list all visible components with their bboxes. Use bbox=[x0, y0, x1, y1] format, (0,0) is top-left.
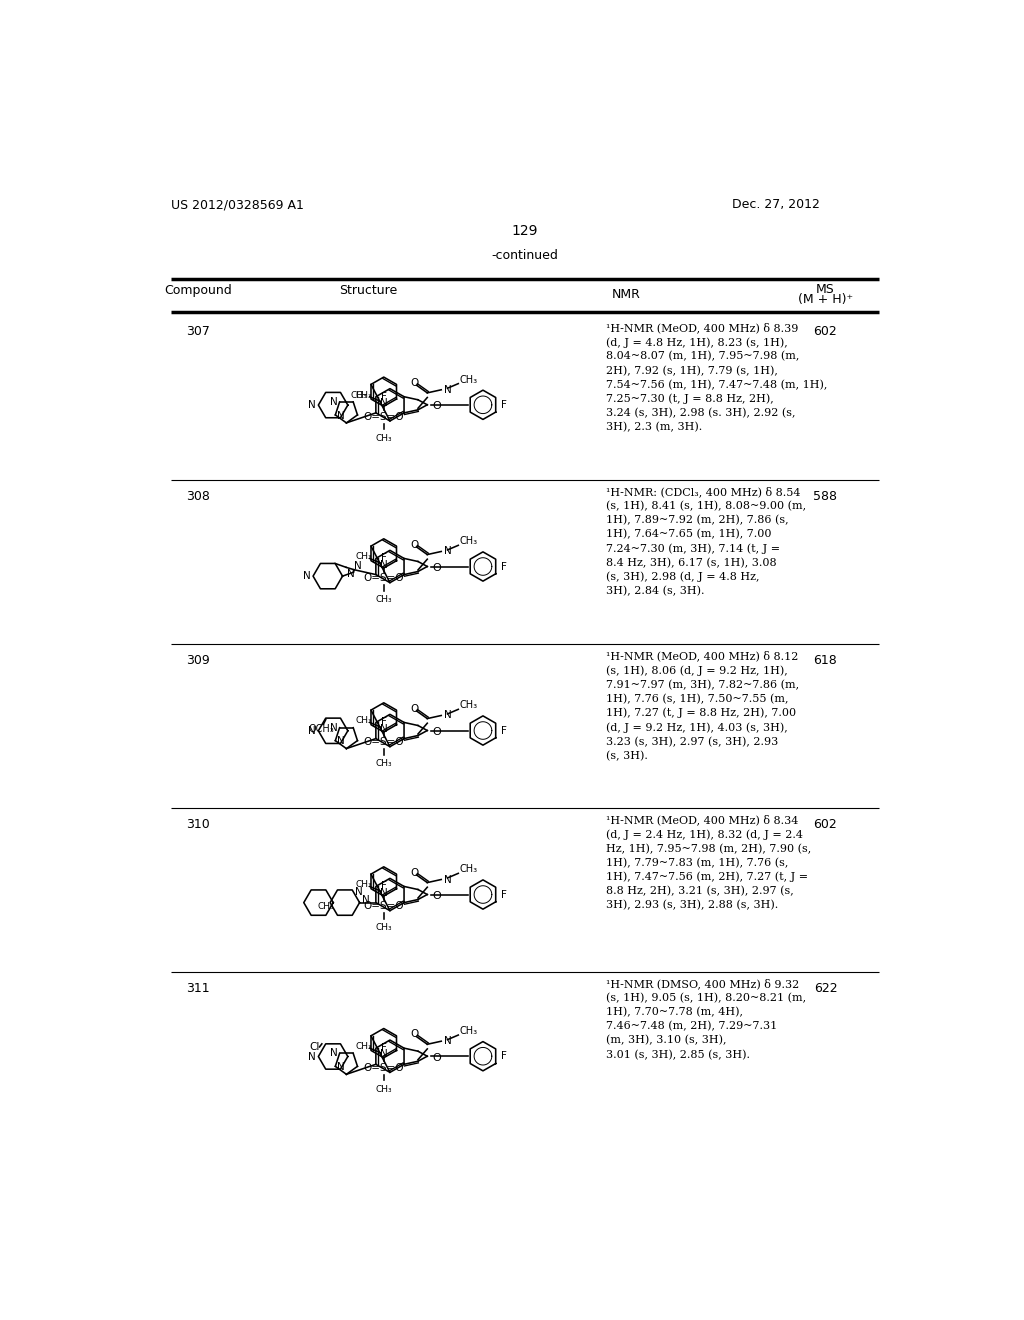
Text: N: N bbox=[380, 723, 387, 734]
Text: N: N bbox=[331, 1048, 338, 1059]
Text: CH₃: CH₃ bbox=[355, 391, 372, 400]
Text: 308: 308 bbox=[185, 490, 210, 503]
Text: N: N bbox=[308, 1052, 316, 1061]
Text: ¹H-NMR (MeOD, 400 MHz) δ 8.34
(d, J = 2.4 Hz, 1H), 8.32 (d, J = 2.4
Hz, 1H), 7.9: ¹H-NMR (MeOD, 400 MHz) δ 8.34 (d, J = 2.… bbox=[606, 814, 811, 911]
Text: CH₃: CH₃ bbox=[460, 536, 478, 546]
Text: F: F bbox=[501, 400, 507, 409]
Text: N: N bbox=[337, 411, 345, 421]
Text: O=S=O: O=S=O bbox=[364, 1063, 403, 1073]
Text: N: N bbox=[443, 1036, 452, 1047]
Text: N: N bbox=[331, 723, 338, 733]
Text: O: O bbox=[410, 867, 418, 878]
Text: N: N bbox=[347, 569, 354, 579]
Text: 618: 618 bbox=[814, 653, 838, 667]
Text: Structure: Structure bbox=[339, 284, 397, 297]
Text: N: N bbox=[354, 887, 362, 898]
Text: N: N bbox=[354, 561, 361, 570]
Text: N: N bbox=[380, 560, 387, 569]
Text: N: N bbox=[361, 895, 370, 906]
Text: N: N bbox=[380, 1049, 387, 1059]
Text: US 2012/0328569 A1: US 2012/0328569 A1 bbox=[171, 198, 303, 211]
Text: F: F bbox=[381, 392, 387, 401]
Text: N: N bbox=[380, 397, 387, 408]
Text: O=S=O: O=S=O bbox=[364, 573, 403, 583]
Text: O: O bbox=[432, 401, 440, 412]
Text: 622: 622 bbox=[814, 982, 838, 994]
Text: CH₃: CH₃ bbox=[355, 552, 372, 561]
Text: CH₃: CH₃ bbox=[355, 880, 372, 890]
Text: CH₃: CH₃ bbox=[460, 701, 478, 710]
Text: O: O bbox=[432, 727, 440, 737]
Text: 310: 310 bbox=[186, 817, 210, 830]
Text: Cl: Cl bbox=[309, 1041, 319, 1052]
Text: 129: 129 bbox=[512, 224, 538, 238]
Text: CH₃: CH₃ bbox=[350, 392, 367, 400]
Text: F: F bbox=[381, 1043, 387, 1053]
Text: F: F bbox=[501, 561, 507, 572]
Text: O: O bbox=[410, 704, 418, 714]
Text: ¹H-NMR (MeOD, 400 MHz) δ 8.12
(s, 1H), 8.06 (d, J = 9.2 Hz, 1H),
7.91~7.97 (m, 3: ¹H-NMR (MeOD, 400 MHz) δ 8.12 (s, 1H), 8… bbox=[606, 651, 800, 760]
Text: N: N bbox=[443, 546, 452, 557]
Text: N: N bbox=[331, 397, 338, 407]
Text: F: F bbox=[381, 718, 387, 727]
Text: 309: 309 bbox=[186, 653, 210, 667]
Text: 602: 602 bbox=[814, 817, 838, 830]
Text: 602: 602 bbox=[814, 326, 838, 338]
Text: N: N bbox=[380, 887, 387, 898]
Text: N: N bbox=[308, 400, 316, 411]
Text: O: O bbox=[410, 1030, 418, 1039]
Text: ¹H-NMR: (CDCl₃, 400 MHz) δ 8.54
(s, 1H), 8.41 (s, 1H), 8.08~9.00 (m,
1H), 7.89~7: ¹H-NMR: (CDCl₃, 400 MHz) δ 8.54 (s, 1H),… bbox=[606, 487, 806, 597]
Text: CH₃: CH₃ bbox=[460, 375, 478, 384]
Text: F: F bbox=[381, 882, 387, 891]
Text: (M + H)⁺: (M + H)⁺ bbox=[798, 293, 853, 306]
Text: O: O bbox=[410, 540, 418, 549]
Text: O: O bbox=[432, 564, 440, 573]
Text: F: F bbox=[381, 553, 387, 564]
Text: N: N bbox=[443, 385, 452, 395]
Text: ¹H-NMR (DMSO, 400 MHz) δ 9.32
(s, 1H), 9.05 (s, 1H), 8.20~8.21 (m,
1H), 7.70~7.7: ¹H-NMR (DMSO, 400 MHz) δ 9.32 (s, 1H), 9… bbox=[606, 978, 806, 1060]
Text: CH₃: CH₃ bbox=[355, 1041, 372, 1051]
Text: 588: 588 bbox=[813, 490, 838, 503]
Text: O=S=O: O=S=O bbox=[364, 902, 403, 911]
Text: CH₃: CH₃ bbox=[317, 902, 334, 911]
Text: N: N bbox=[337, 1063, 345, 1072]
Text: 311: 311 bbox=[186, 982, 210, 994]
Text: O=S=O: O=S=O bbox=[364, 412, 403, 421]
Text: CH₃: CH₃ bbox=[460, 1026, 478, 1036]
Text: ¹H-NMR (MeOD, 400 MHz) δ 8.39
(d, J = 4.8 Hz, 1H), 8.23 (s, 1H),
8.04~8.07 (m, 1: ¹H-NMR (MeOD, 400 MHz) δ 8.39 (d, J = 4.… bbox=[606, 322, 827, 433]
Text: N: N bbox=[308, 726, 316, 735]
Text: F: F bbox=[501, 1051, 507, 1061]
Text: -continued: -continued bbox=[492, 249, 558, 263]
Text: MS: MS bbox=[816, 284, 835, 296]
Text: CH₃: CH₃ bbox=[355, 717, 372, 726]
Text: Compound: Compound bbox=[164, 284, 231, 297]
Text: O: O bbox=[432, 891, 440, 902]
Text: CH₃: CH₃ bbox=[375, 1085, 392, 1094]
Text: OCH₃: OCH₃ bbox=[309, 725, 335, 734]
Text: N: N bbox=[337, 737, 345, 746]
Text: N: N bbox=[303, 572, 310, 581]
Text: O=S=O: O=S=O bbox=[364, 738, 403, 747]
Text: CH₃: CH₃ bbox=[375, 595, 392, 605]
Text: O: O bbox=[432, 1053, 440, 1063]
Text: 307: 307 bbox=[185, 326, 210, 338]
Text: Dec. 27, 2012: Dec. 27, 2012 bbox=[732, 198, 820, 211]
Text: N: N bbox=[443, 710, 452, 721]
Text: NMR: NMR bbox=[611, 288, 640, 301]
Text: CH₃: CH₃ bbox=[375, 434, 392, 442]
Text: CH₃: CH₃ bbox=[375, 924, 392, 932]
Text: CH₃: CH₃ bbox=[375, 759, 392, 768]
Text: N: N bbox=[443, 875, 452, 884]
Text: F: F bbox=[501, 726, 507, 735]
Text: O: O bbox=[410, 378, 418, 388]
Text: CH₃: CH₃ bbox=[460, 865, 478, 874]
Text: F: F bbox=[501, 890, 507, 899]
